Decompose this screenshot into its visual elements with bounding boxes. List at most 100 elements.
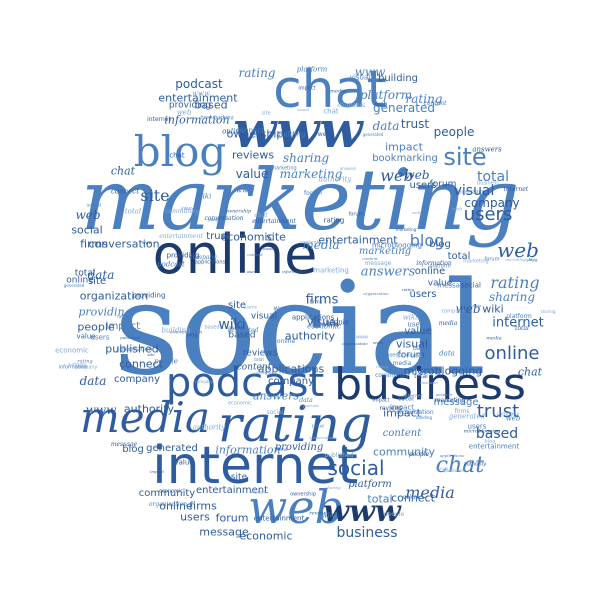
cloud-word-site: site (266, 230, 286, 244)
cloud-word-conversation: conversation (88, 237, 160, 251)
cloud-word-www: www (233, 100, 363, 159)
cloud-word-connect: connect (391, 491, 435, 505)
cloud-word-authority: authority (318, 175, 352, 184)
cloud-word-generated: generated (227, 327, 259, 334)
cloud-word-content: content (236, 362, 272, 373)
cloud-word-value: value (235, 167, 269, 181)
cloud-word-podcast: podcast (303, 403, 319, 408)
cloud-word-entertainment: entertainment (159, 233, 203, 240)
cloud-word-people: people (433, 125, 475, 139)
cloud-word-web: web (75, 208, 101, 222)
cloud-word-blog: blog (528, 257, 538, 262)
cloud-word-total: total (254, 357, 264, 362)
cloud-word-people: people (325, 318, 349, 327)
cloud-word-conversation: conversation (169, 329, 203, 336)
cloud-word-site: site (140, 186, 170, 205)
cloud-word-impact: impact (372, 397, 390, 404)
cloud-word-marketing: marketing (463, 258, 489, 265)
cloud-word-blog: blog (409, 231, 445, 250)
cloud-word-reviews: reviews (231, 148, 275, 162)
cloud-word-published: published (120, 335, 140, 340)
cloud-word-forum: forum (348, 211, 364, 218)
cloud-word-microblogging: microblogging (403, 364, 483, 378)
cloud-word-community: community (165, 208, 199, 215)
cloud-word-media: media (438, 320, 458, 327)
cloud-word-organization: organization (396, 409, 434, 416)
cloud-word-value: value (404, 326, 432, 337)
cloud-word-web: web (455, 302, 481, 316)
cloud-word-wiki: wiki (402, 313, 418, 322)
cloud-word-chat: chat (110, 164, 136, 178)
cloud-word-rating: rating (217, 395, 373, 453)
cloud-word-rating: rating (238, 66, 276, 80)
cloud-word-economic: economic (158, 488, 184, 495)
cloud-word-forum: forum (215, 511, 249, 525)
cloud-word-internet: internet (152, 436, 358, 496)
cloud-word-marketing: marketing (434, 397, 466, 404)
cloud-word-marketing: marketing (395, 227, 417, 232)
cloud-word-data: data (372, 119, 400, 133)
cloud-word-answers: answers (137, 334, 155, 339)
cloud-word-total: total (447, 251, 471, 262)
cloud-word-visual: visual (453, 183, 495, 199)
cloud-word-providing: providing (166, 251, 200, 260)
cloud-word-entertainment: entertainment (468, 442, 520, 451)
cloud-word-business: business (420, 380, 438, 385)
cloud-word-rating: rating (323, 216, 345, 225)
cloud-word-organization: organization (148, 501, 188, 508)
cloud-word-visual: visual (349, 73, 371, 82)
cloud-word-rating: rating (405, 92, 443, 106)
cloud-word-microblogging: microblogging (463, 428, 501, 435)
cloud-word-total: total (124, 207, 142, 216)
cloud-word-people: people (154, 357, 178, 366)
cloud-word-users: users (348, 102, 366, 109)
cloud-word-podcast: podcast (398, 352, 422, 359)
cloud-word-company: company (464, 196, 520, 210)
cloud-word-www: www (273, 304, 291, 313)
cloud-word-information: information (215, 443, 281, 457)
cloud-word-users: users (246, 269, 258, 274)
cloud-word-building: building (161, 326, 191, 335)
cloud-word-content: content (299, 239, 319, 246)
cloud-word-based: based (263, 246, 275, 251)
cloud-word-reviews: reviews (242, 348, 278, 359)
cloud-word-impact: impact (383, 406, 421, 420)
cloud-word-reviews: reviews (379, 405, 403, 412)
cloud-word-online: online (276, 338, 296, 345)
cloud-word-internet: internet (181, 206, 197, 211)
cloud-word-www: www (85, 403, 117, 417)
cloud-word-ownership: ownership (290, 491, 316, 498)
cloud-word-answers: answers (435, 392, 453, 397)
cloud-word-impact: impact (385, 140, 423, 154)
cloud-word-conversation: conversation (204, 215, 244, 222)
cloud-word-users: users (180, 510, 210, 524)
cloud-word-published: published (254, 370, 274, 375)
cloud-word-community: community (138, 488, 196, 499)
cloud-word-chat: chat (323, 107, 339, 116)
cloud-word-forum: forum (484, 256, 500, 263)
cloud-word-providing: providing (132, 291, 166, 300)
cloud-word-internet: internet (147, 116, 171, 123)
cloud-word-organization: organization (363, 291, 389, 296)
cloud-word-community: community (375, 372, 409, 379)
cloud-word-visual: visual (250, 311, 278, 322)
cloud-word-users: users (90, 333, 110, 342)
cloud-word-microblogging: microblogging (505, 257, 535, 262)
cloud-word-entertainment: entertainment (253, 514, 305, 523)
cloud-word-data: data (299, 397, 313, 404)
cloud-word-www: www (321, 320, 339, 329)
cloud-word-generated: generated (362, 132, 384, 137)
cloud-word-message: message (437, 281, 469, 290)
cloud-word-content: content (362, 256, 378, 261)
cloud-word-visual: visual (395, 337, 429, 351)
cloud-word-site: site (443, 143, 487, 171)
cloud-word-marketing: marketing (279, 167, 343, 181)
cloud-word-people: people (77, 320, 115, 334)
cloud-word-online: online (152, 223, 318, 286)
cloud-word-social: social (214, 116, 226, 121)
cloud-word-media: media (79, 393, 211, 442)
cloud-word-rating: rating (117, 314, 129, 319)
cloud-word-online: online (222, 127, 244, 136)
cloud-word-internet: internet (492, 315, 544, 331)
cloud-word-data: data (439, 349, 455, 358)
